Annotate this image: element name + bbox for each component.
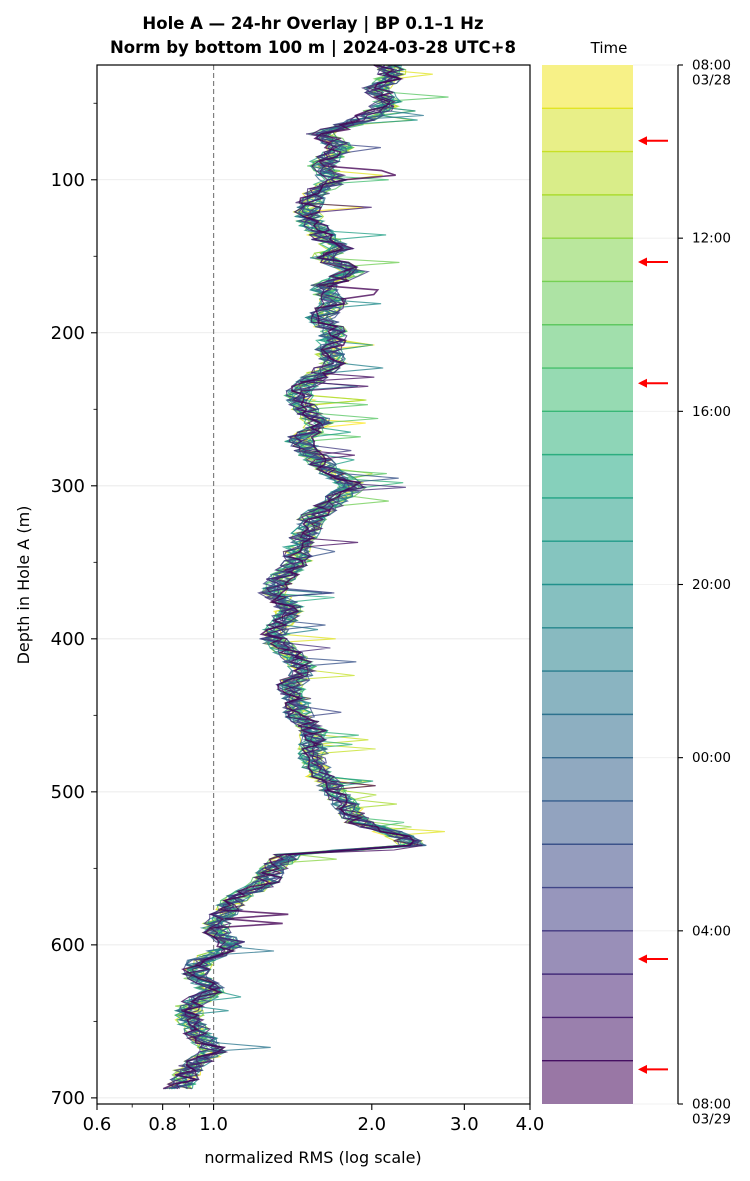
colorbar-bin-23 [542, 1017, 633, 1061]
colorbar-tick-label-7: 08:00 03/29 [692, 1097, 731, 1128]
colorbar-bin-8 [542, 368, 633, 412]
colorbar: 08:00 03/28 12:00 16:00 20:00 00:00 04:00 08:00… [542, 58, 731, 1128]
x-tick-label-1.0: 1.0 [199, 1114, 228, 1135]
plot-area: 0.6 0.8 1.0 2.0 3.0 4.0 100 200 300 400 500 600 700 [51, 64, 545, 1135]
colorbar-bin-18 [542, 800, 633, 845]
colorbar-bin-7 [542, 324, 633, 369]
colorbar-tick-label-2: 12:00 [692, 231, 731, 247]
plot-frame [96, 64, 531, 1105]
x-tick-label-0.8: 0.8 [148, 1114, 177, 1135]
colorbar-bin-6 [542, 281, 633, 325]
marker-arrow-head-4 [638, 954, 647, 964]
marker-arrow-head-1 [638, 136, 647, 146]
series-line-18 [169, 64, 410, 1089]
colorbar-bin-20 [542, 887, 633, 931]
y-tick-label-700: 700 [51, 1088, 85, 1109]
x-tick-label-2.0: 2.0 [357, 1114, 386, 1135]
x-tick-label-3.0: 3.0 [450, 1114, 479, 1135]
series-line-24 [162, 64, 415, 1090]
x-axis-label: normalized RMS (log scale) [204, 1148, 421, 1167]
x-tick-label-4.0: 4.0 [516, 1114, 545, 1135]
colorbar-bin-17 [542, 757, 633, 801]
colorbar-tick-label-4: 20:00 [692, 577, 731, 593]
colorbar-tick-label-5: 00:00 [692, 750, 731, 766]
colorbar-bin-10 [542, 454, 633, 498]
colorbar-bin-15 [542, 671, 633, 715]
colorbar-bin-5 [542, 238, 633, 282]
colorbar-bin-14 [542, 627, 633, 672]
y-axis-label: Depth in Hole A (m) [14, 506, 33, 665]
marker-arrow-head-5 [638, 1064, 647, 1074]
y-tick-label-100: 100 [51, 170, 85, 191]
series-line-22 [166, 64, 418, 1090]
colorbar-bin-16 [542, 714, 633, 758]
colorbar-bin-4 [542, 194, 633, 239]
y-tick-label-300: 300 [51, 476, 85, 497]
colorbar-bin-19 [542, 844, 633, 888]
colorbar-bin-11 [542, 497, 633, 542]
y-tick-label-600: 600 [51, 935, 85, 956]
y-tick-label-500: 500 [51, 782, 85, 803]
marker-arrow-head-3 [638, 378, 647, 388]
colorbar-tick-label-6: 04:00 [692, 923, 731, 939]
series-line-19 [164, 64, 420, 1090]
series-line-23 [176, 64, 423, 1089]
y-tick-label-200: 200 [51, 323, 85, 344]
colorbar-title: Time [590, 39, 628, 57]
y-tick-label-400: 400 [51, 629, 85, 650]
colorbar-bin-2 [542, 108, 633, 152]
colorbar-bin-24 [542, 1060, 633, 1104]
chart-title-line1: Hole A — 24-hr Overlay | BP 0.1–1 Hz [142, 14, 483, 34]
colorbar-bin-1 [542, 65, 633, 109]
colorbar-bin-9 [542, 411, 633, 455]
colorbar-bin-12 [542, 541, 633, 585]
colorbar-bin-22 [542, 974, 633, 1018]
colorbar-tick-label-3: 16:00 [692, 404, 731, 420]
colorbar-bin-3 [542, 151, 633, 195]
colorbar-bin-13 [542, 584, 633, 628]
series-line-20 [173, 64, 423, 1089]
x-tick-label-0.6: 0.6 [83, 1114, 112, 1135]
colorbar-tick-label-1: 08:00 03/28 [692, 58, 731, 89]
colorbar-bin-21 [542, 930, 633, 975]
marker-arrow-head-2 [638, 257, 647, 267]
chart-title-line2: Norm by bottom 100 m | 2024-03-28 UTC+8 [110, 38, 516, 58]
